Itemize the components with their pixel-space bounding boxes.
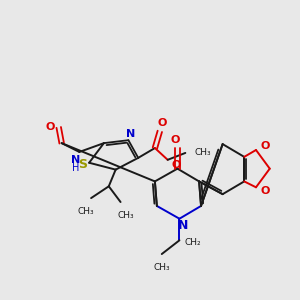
Text: CH₃: CH₃	[194, 148, 211, 158]
Text: H: H	[72, 163, 79, 173]
Text: N: N	[126, 129, 135, 139]
Text: CH₃: CH₃	[117, 211, 134, 220]
Text: N: N	[178, 219, 189, 232]
Text: CH₂: CH₂	[184, 238, 201, 247]
Text: N: N	[71, 155, 80, 165]
Text: O: O	[45, 122, 55, 132]
Text: O: O	[171, 135, 180, 145]
Text: O: O	[157, 118, 167, 128]
Text: S: S	[78, 158, 87, 171]
Text: O: O	[260, 141, 269, 151]
Text: CH₃: CH₃	[154, 263, 170, 272]
Text: O: O	[172, 160, 181, 170]
Text: O: O	[260, 186, 269, 196]
Text: CH₃: CH₃	[78, 207, 94, 216]
